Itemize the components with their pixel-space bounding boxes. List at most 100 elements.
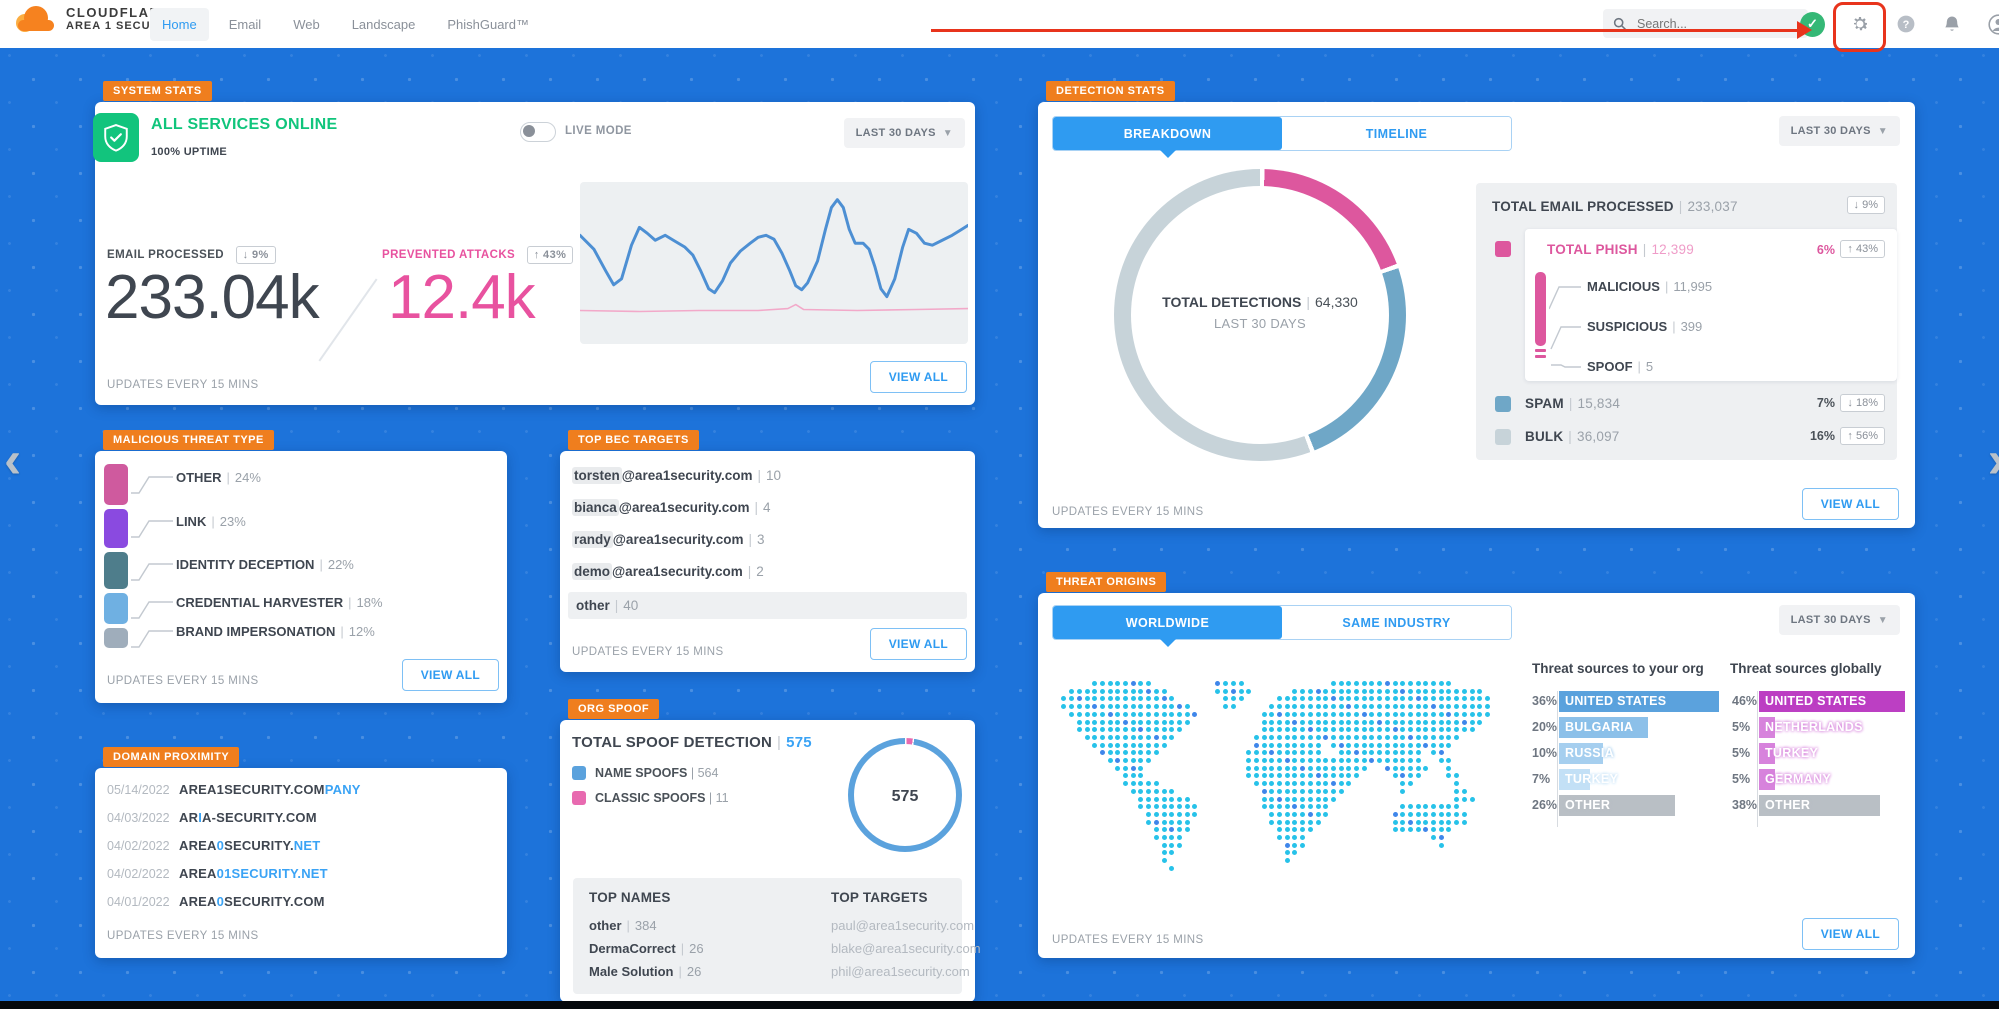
- origin-bar-germany: GERMANY: [1759, 769, 1831, 790]
- prevented-attacks-value: 12.4k: [388, 263, 536, 332]
- card-tag: DOMAIN PROXIMITY: [103, 747, 240, 767]
- bell-icon[interactable]: [1941, 13, 1963, 35]
- help-icon[interactable]: ?: [1895, 13, 1917, 35]
- services-status: ALL SERVICES ONLINE: [151, 116, 338, 133]
- bar-pct-label: 7%: [1532, 772, 1551, 786]
- origin-bar-netherlands: NETHERLANDS: [1759, 717, 1862, 738]
- bottom-strip: [0, 1001, 1999, 1009]
- threat-type-chip: [104, 627, 128, 649]
- threat-type-row: LINK | 23%: [176, 514, 246, 530]
- bec-target-row: torsten @area1security.com | 10: [572, 467, 782, 484]
- card-tag: SYSTEM STATS: [103, 81, 212, 101]
- carousel-left-chevron-icon[interactable]: ‹: [4, 431, 22, 489]
- view-all-button[interactable]: VIEW ALL: [1801, 918, 1899, 950]
- origin-bar-turkey: TURKEY: [1759, 743, 1818, 764]
- top-bar: CLOUDFLARE AREA 1 SECURITY Home Email Web L…: [0, 0, 1999, 48]
- prevented-attacks-delta-badge: ↑ 43%: [526, 246, 574, 264]
- updates-caption: UPDATES EVERY 15 MINS: [572, 646, 724, 658]
- bulk-row: BULK | 36,097: [1525, 429, 1620, 444]
- bar-pct-label: 5%: [1732, 772, 1751, 786]
- search-input[interactable]: [1635, 15, 1769, 32]
- total-email-delta-badge: ↓ 9%: [1846, 196, 1885, 214]
- detection-tab-timeline[interactable]: TIMELINE: [1282, 117, 1511, 150]
- nav-item-landscape[interactable]: Landscape: [351, 16, 416, 32]
- bulk-legend-chip: [1495, 429, 1511, 445]
- phish-child-row: MALICIOUS | 11,995: [1587, 279, 1713, 294]
- phish-child-row: SUSPICIOUS | 399: [1587, 319, 1703, 334]
- global-sources-title: Threat sources globally: [1730, 661, 1882, 676]
- live-mode-label: LIVE MODE: [565, 125, 632, 137]
- origins-tab-same-industry[interactable]: SAME INDUSTRY: [1282, 606, 1511, 639]
- legend-classic-spoofs: CLASSIC SPOOFS | 11: [572, 791, 729, 805]
- divider-slash: [318, 278, 378, 362]
- origin-bar-other: OTHER: [1559, 795, 1675, 816]
- threat-type-chip: [104, 551, 128, 590]
- prevented-attacks-label: PREVENTED ATTACKS: [382, 249, 516, 261]
- domain-row: 05/14/2022 AREA1SECURITY.COMPANY: [107, 782, 361, 797]
- bar-pct-label: 26%: [1532, 798, 1558, 812]
- updates-caption: UPDATES EVERY 15 MINS: [107, 379, 259, 391]
- spoof-donut-center-value: 575: [891, 788, 919, 805]
- date-range-dropdown[interactable]: LAST 30 DAYS ▼: [1778, 116, 1900, 146]
- origins-tab-worldwide[interactable]: WORLDWIDE: [1053, 606, 1282, 647]
- live-mode-toggle[interactable]: [520, 122, 556, 142]
- shield-check-icon: [93, 113, 139, 162]
- domain-row: 04/01/2022 AREA0SECURITY.COM: [107, 894, 325, 909]
- threat-type-chip: [104, 593, 128, 624]
- phish-legend-chip: [1495, 241, 1511, 257]
- top-name-row: other | 384: [589, 918, 657, 933]
- nav-item-web[interactable]: Web: [293, 16, 320, 32]
- bulk-delta-badge: ↑ 56%: [1840, 427, 1885, 445]
- bar-pct-label: 36%: [1532, 694, 1558, 708]
- annotation-arrow-head: [1797, 21, 1812, 39]
- origin-bar-other: OTHER: [1759, 795, 1880, 816]
- view-all-button[interactable]: VIEW ALL: [1801, 488, 1899, 520]
- uptime-label: 100% UPTIME: [151, 146, 228, 158]
- top-targets-title: TOP TARGETS: [831, 890, 928, 905]
- gear-icon[interactable]: [1849, 13, 1871, 35]
- threat-type-row: IDENTITY DECEPTION | 22%: [176, 556, 354, 572]
- date-range-dropdown[interactable]: LAST 30 DAYS ▼: [843, 118, 965, 148]
- bar-pct-label: 20%: [1532, 720, 1558, 734]
- domain-proximity-card: DOMAIN PROXIMITY 05/14/2022 AREA1SECURITY…: [95, 747, 507, 958]
- world-dot-map: [1046, 681, 1532, 886]
- card-tag: THREAT ORIGINS: [1046, 572, 1167, 592]
- card-tag: ORG SPOOF: [568, 699, 660, 719]
- card-tag: TOP BEC TARGETS: [568, 430, 699, 450]
- view-all-button[interactable]: VIEW ALL: [401, 659, 499, 691]
- email-processed-delta-badge: ↓ 9%: [235, 246, 276, 264]
- updates-caption: UPDATES EVERY 15 MINS: [1052, 934, 1204, 946]
- chevron-down-icon: ▼: [942, 127, 953, 139]
- top-names-title: TOP NAMES: [589, 890, 671, 905]
- search-icon: [1613, 17, 1627, 30]
- updates-caption: UPDATES EVERY 15 MINS: [1052, 506, 1204, 518]
- malicious-threat-type-card: MALICIOUS THREAT TYPE OTHER | 24% LINK | 23% I…: [95, 430, 507, 703]
- annotation-highlight-box: [1833, 2, 1886, 52]
- date-range-dropdown[interactable]: LAST 30 DAYS ▼: [1778, 605, 1900, 635]
- nav-item-email[interactable]: Email: [228, 16, 262, 32]
- detection-breakdown-panel: TOTAL EMAIL PROCESSED | 233,037 ↓ 9% TOTAL…: [1476, 183, 1897, 460]
- view-all-button[interactable]: VIEW ALL: [869, 361, 967, 393]
- detection-stats-card: DETECTION STATS BREAKDOWN TIMELINE LAST 3…: [1038, 81, 1915, 528]
- origin-bar-russia: RUSSIA: [1559, 743, 1614, 764]
- detection-tab-breakdown[interactable]: BREAKDOWN: [1053, 117, 1282, 158]
- origin-bar-turkey: TURKEY: [1559, 769, 1618, 790]
- threat-type-row: OTHER | 24%: [176, 470, 261, 486]
- bec-target-row: demo @area1security.com | 2: [572, 563, 764, 580]
- nav-item-home[interactable]: Home: [150, 7, 209, 41]
- view-all-button[interactable]: VIEW ALL: [869, 628, 967, 660]
- domain-row: 04/02/2022 AREA01SECURITY.NET: [107, 866, 328, 881]
- email-processed-value: 233.04k: [105, 263, 320, 332]
- nav-item-phishguard[interactable]: PhishGuard™: [447, 16, 529, 32]
- top-name-row: Male Solution | 26: [589, 964, 702, 979]
- carousel-right-chevron-icon[interactable]: ›: [1988, 434, 1999, 486]
- spam-delta-badge: ↓ 18%: [1840, 394, 1885, 412]
- card-tag: DETECTION STATS: [1046, 81, 1175, 101]
- domain-row: 04/03/2022 ARIA-SECURITY.COM: [107, 810, 317, 825]
- top-target-row: paul@area1security.com: [831, 918, 975, 933]
- search-box[interactable]: [1603, 9, 1808, 38]
- bar-pct-label: 46%: [1732, 694, 1758, 708]
- origin-tabs: WORLDWIDE SAME INDUSTRY: [1052, 605, 1512, 647]
- user-avatar-icon[interactable]: [1987, 13, 1999, 35]
- legend-name-spoofs: NAME SPOOFS | 564: [572, 766, 718, 780]
